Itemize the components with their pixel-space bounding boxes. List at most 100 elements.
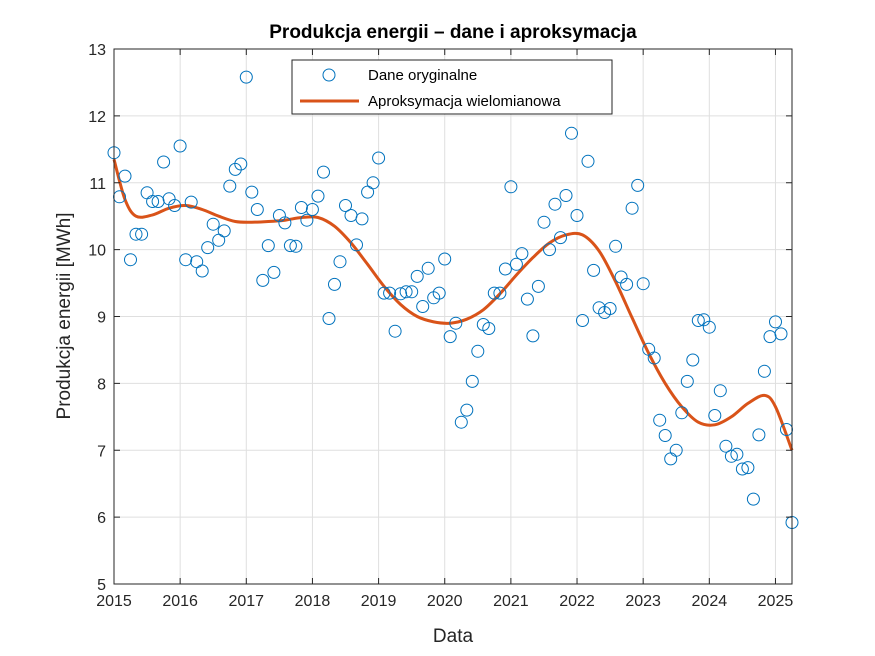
y-tick-label: 8 [97,376,106,393]
x-tick-label: 2024 [692,593,728,610]
data-point [179,253,193,267]
data-point [223,179,237,193]
x-tick-label: 2022 [559,593,595,610]
y-tick-label: 7 [97,443,106,460]
data-point [449,316,463,330]
data-point [559,189,573,202]
x-axis-ticks: 2015 2016 2017 2018 2019 2020 2021 2022 2023 2024… [96,49,793,610]
data-point [339,199,352,212]
data-point [157,155,171,169]
data-point [691,314,705,327]
data-point [752,428,766,442]
data-point [135,227,149,241]
data-point [366,176,380,190]
data-point [234,157,248,171]
data-point [520,292,534,306]
data-point [388,324,402,338]
data-point [311,189,325,203]
data-point [515,247,529,261]
data-point [405,285,419,299]
data-point [322,312,336,325]
x-tick-label: 2020 [427,593,463,610]
data-point [686,353,700,367]
data-point [543,243,556,257]
data-point [438,252,452,266]
data-point [730,447,744,461]
data-point [300,213,314,227]
data-point [658,429,672,442]
chart-title: Produkcja energii – dane i aproksymacja [269,22,637,43]
data-point [124,253,137,267]
data-point [267,265,281,279]
data-point [537,215,551,229]
data-point [757,364,771,378]
y-tick-label: 11 [89,176,106,193]
data-point [250,203,264,216]
data-point [118,169,132,183]
data-point [454,415,468,429]
data-point [713,384,727,398]
data-point [669,443,683,457]
y-tick-label: 12 [88,109,106,126]
data-point [206,217,220,231]
data-point [146,195,160,208]
y-tick-label: 13 [88,42,106,59]
data-point [471,344,485,358]
data-point [769,315,782,329]
data-point [576,314,589,327]
data-point [372,151,386,165]
data-point [531,279,545,293]
data-point [350,238,363,252]
data-point [195,264,209,278]
data-point [631,178,645,192]
data-point [460,403,474,417]
data-point [377,286,391,300]
data-point [421,261,435,275]
y-axis-title: Produkcja energii [MWh] [54,213,75,420]
data-point [283,239,297,253]
data-point [305,203,319,216]
legend-label-fit: Aproksymacja wielomianowa [368,93,561,110]
data-point [245,185,259,199]
data-point [129,227,143,241]
data-point [509,257,523,271]
data-point [416,300,430,313]
data-point [333,255,347,269]
data-point [741,461,755,475]
data-point [724,449,738,463]
y-axis-ticks: 5 6 7 8 9 10 11 12 13 [88,42,792,594]
data-point [609,239,623,253]
data-point [328,277,341,291]
data-point [289,239,303,253]
data-point [410,269,424,283]
legend-box [291,59,613,115]
data-point [653,413,667,427]
data-point [647,351,661,365]
data-point [774,327,788,341]
data-point [565,126,578,140]
x-tick-label: 2019 [361,593,397,610]
data-point [526,329,540,343]
data-point [487,286,501,300]
data-point [383,286,397,300]
y-tick-label: 5 [97,577,106,594]
data-point [548,197,562,211]
x-tick-label: 2023 [625,593,661,610]
data-point [680,374,694,388]
data-point [217,224,231,238]
y-tick-label: 6 [97,510,106,527]
data-point [482,322,496,335]
data-point [317,165,330,179]
data-point [168,199,182,212]
legend-label-points: Dane oryginalne [368,67,477,84]
legend: Dane oryginalne Aproksymacja wielomianow… [291,59,613,115]
x-tick-label: 2025 [758,593,794,610]
data-point [465,374,479,388]
data-point [399,285,413,299]
data-point [675,406,689,420]
data-points-layer [107,70,799,529]
data-point [443,330,457,344]
data-point [239,70,253,84]
data-point [702,320,716,334]
